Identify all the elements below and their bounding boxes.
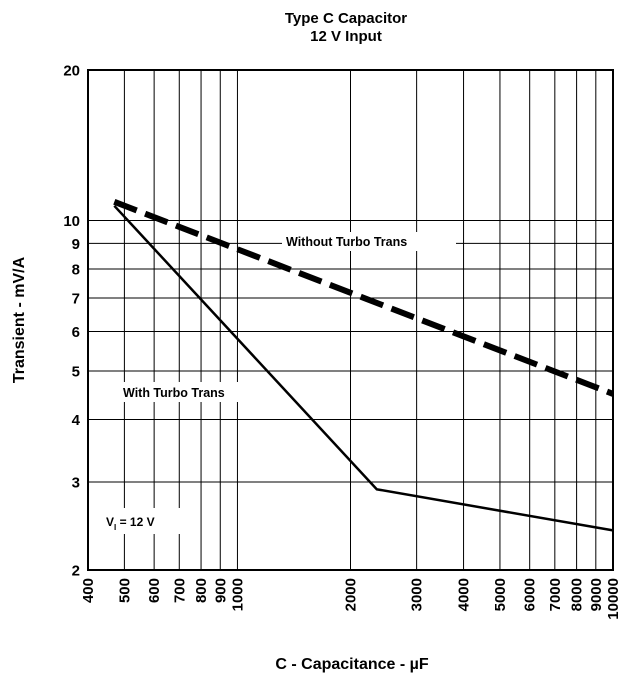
y-tick-label: 6 (72, 324, 80, 341)
y-tick-label: 8 (72, 261, 80, 278)
grid (88, 70, 613, 570)
x-tick-label: 600 (146, 578, 163, 603)
x-tick-label: 8000 (569, 578, 586, 611)
without-label-bg (282, 232, 456, 251)
y-tick-label: 3 (72, 474, 80, 491)
label-with-turbo-trans: With Turbo Trans (123, 386, 225, 400)
y-tick-label: 5 (72, 364, 80, 381)
y-tick-label: 20 (63, 63, 80, 80)
x-tick-label: 3000 (409, 578, 426, 611)
chart-subtitle: 12 V Input (310, 28, 382, 45)
with-label-bg (118, 382, 258, 402)
x-tick-label: 500 (116, 578, 133, 603)
y-tick-label: 7 (72, 290, 80, 307)
x-tick-label: 10000 (605, 578, 622, 620)
x-axis-label: C - Capacitance - µF (275, 656, 428, 673)
tick-labels: 400 500 600 700 800 900 1000 2000 3000 4000 5000 60… (63, 63, 622, 620)
x-tick-label: 5000 (492, 578, 509, 611)
x-tick-label: 4000 (456, 578, 473, 611)
chart-title: Type C Capacitor (285, 10, 407, 27)
plot-frame (87, 69, 614, 571)
x-tick-label: 9000 (588, 578, 605, 611)
x-tick-label: 900 (212, 578, 229, 603)
x-tick-label: 400 (80, 578, 97, 603)
series-lines (113, 199, 615, 532)
series-line-without-turbo-trans (113, 199, 615, 397)
label-vi: VI = 12 V (106, 515, 155, 532)
label-without-turbo-trans: Without Turbo Trans (286, 235, 407, 249)
x-tick-label: 700 (171, 578, 188, 603)
x-tick-label: 2000 (343, 578, 360, 611)
series-line-with-turbo-trans (113, 204, 614, 532)
x-tick-label: 6000 (522, 578, 539, 611)
y-tick-label: 4 (72, 412, 81, 429)
y-tick-label: 2 (72, 563, 80, 580)
x-tick-label: 800 (193, 578, 210, 603)
x-tick-label: 7000 (547, 578, 564, 611)
y-tick-label: 9 (72, 236, 80, 253)
vi-label-bg (103, 508, 183, 534)
y-axis-label: Transient - mV/A (11, 256, 28, 383)
y-tick-label: 10 (63, 213, 80, 230)
x-tick-label: 1000 (229, 578, 246, 611)
